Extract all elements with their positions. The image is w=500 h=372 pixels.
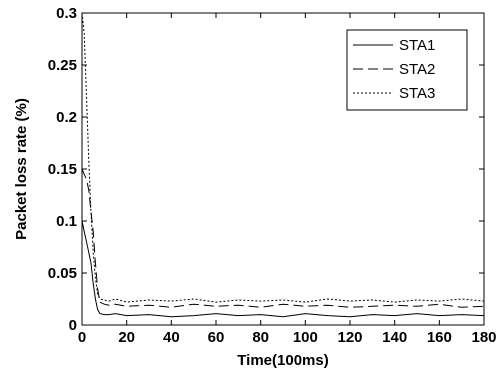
y-tick-label: 0.3 — [56, 5, 77, 22]
y-tick-label: 0 — [69, 317, 77, 334]
x-tick-label: 100 — [293, 329, 318, 346]
y-tick-label: 0.25 — [48, 57, 77, 74]
y-tick-label: 0.05 — [48, 265, 77, 282]
legend-label: STA3 — [399, 85, 435, 102]
x-tick-label: 60 — [208, 329, 225, 346]
x-tick-label: 0 — [78, 329, 86, 346]
y-tick-label: 0.2 — [56, 109, 77, 126]
y-tick-label: 0.15 — [48, 161, 77, 178]
legend-label: STA2 — [399, 61, 435, 78]
x-tick-label: 80 — [252, 329, 269, 346]
series-line-sta2 — [81, 168, 485, 308]
plot-area: 0 20 40 60 80 100 120 140 160 180 0 0.05 0.1 0.15 0.2 0… — [48, 5, 497, 346]
x-tick-label: 120 — [337, 329, 362, 346]
legend-box — [346, 29, 468, 111]
series-line-sta3 — [81, 12, 485, 303]
series-line-sta1 — [81, 220, 485, 318]
legend-label: STA1 — [399, 37, 435, 54]
y-tick-label: 0.1 — [56, 213, 77, 230]
y-axis-label: Packet loss rate (%) — [13, 98, 30, 240]
x-axis-label: Time(100ms) — [237, 352, 328, 369]
x-tick-label: 140 — [382, 329, 407, 346]
x-tick-label: 20 — [118, 329, 135, 346]
x-tick-label: 180 — [471, 329, 496, 346]
x-tick-label: 160 — [427, 329, 452, 346]
x-tick-label: 40 — [163, 329, 180, 346]
